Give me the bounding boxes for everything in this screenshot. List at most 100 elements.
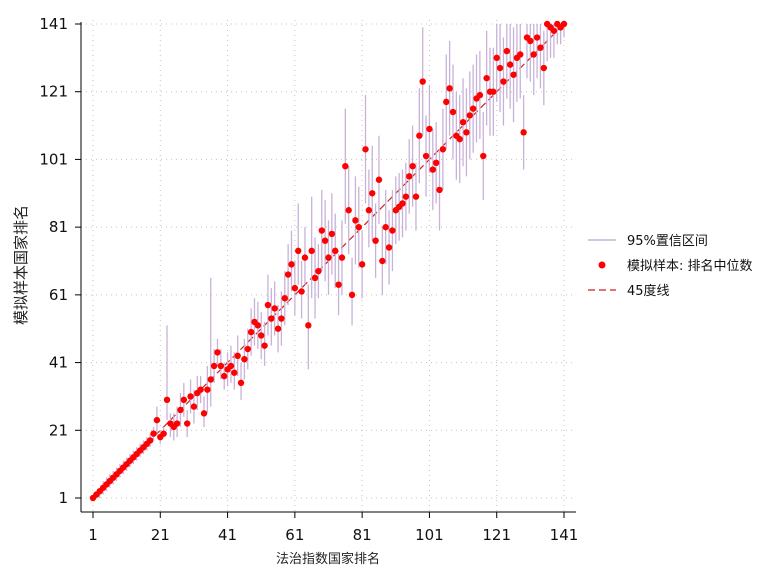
median-point (446, 85, 453, 92)
median-point (480, 152, 487, 160)
median-point (517, 51, 524, 58)
median-point (362, 146, 369, 153)
legend-45-line-label: 45度线 (627, 283, 670, 299)
median-point (506, 61, 514, 68)
median-point (214, 349, 221, 356)
median-point (261, 342, 268, 349)
median-point (365, 207, 373, 214)
median-point (325, 254, 332, 261)
y-axis-title: 模拟样本国家排名 (12, 205, 30, 325)
median-point (496, 64, 504, 72)
median-point (271, 305, 278, 312)
median-point (476, 91, 484, 99)
median-point (332, 247, 339, 255)
median-point (439, 146, 447, 153)
median-point (177, 406, 184, 414)
median-point (221, 372, 228, 380)
median-point (352, 217, 359, 224)
median-point (298, 288, 305, 295)
median-point (150, 430, 157, 437)
median-point (237, 379, 245, 387)
x-tick-layer: 1 21 41 61 81 101 121 141 (88, 512, 578, 544)
x-tick-label: 1 (88, 526, 98, 544)
legend: 95%置信区间 模拟样本: 排名中位数 45度线 (588, 234, 753, 299)
median-point (493, 54, 500, 62)
median-point (372, 237, 379, 244)
median-point (231, 369, 238, 376)
y-tick-label: 81 (49, 218, 68, 236)
median-point (342, 163, 349, 170)
median-point (146, 437, 154, 444)
median-point (385, 244, 393, 251)
y-tick-label: 101 (39, 150, 68, 168)
median-point (429, 166, 436, 173)
median-point (490, 88, 497, 95)
median-point (288, 261, 295, 268)
median-point (503, 47, 511, 55)
median-point (244, 345, 251, 353)
x-tick-label: 101 (415, 526, 444, 544)
median-point (426, 125, 433, 133)
x-tick-label: 61 (285, 526, 304, 544)
legend-point-swatch (598, 261, 606, 269)
median-point (422, 152, 430, 160)
median-point (180, 396, 188, 404)
median-point (311, 274, 319, 282)
x-tick-label: 81 (353, 526, 372, 544)
median-point-layer (89, 20, 568, 502)
y-tick-label: 141 (39, 15, 68, 33)
median-point (469, 105, 477, 112)
median-point (436, 186, 443, 194)
median-point (412, 193, 420, 200)
median-point (463, 129, 470, 136)
median-point (348, 291, 356, 299)
x-tick-label: 121 (482, 526, 511, 544)
median-point (456, 135, 463, 143)
median-point (540, 64, 548, 72)
median-point (328, 230, 336, 238)
median-point (184, 420, 191, 427)
median-point (217, 362, 225, 370)
y-tick-label: 61 (49, 286, 68, 304)
median-point (520, 129, 527, 136)
median-point (190, 403, 198, 410)
median-point (537, 44, 544, 51)
median-point (315, 267, 322, 275)
y-tick-label: 121 (39, 83, 68, 101)
median-point (278, 315, 285, 322)
median-point (338, 254, 346, 261)
median-point (295, 247, 302, 255)
median-point (247, 328, 255, 336)
confidence-interval-layer (95, 24, 565, 498)
median-point (382, 223, 389, 231)
median-point (530, 51, 537, 58)
median-point (291, 284, 299, 292)
x-tick-label: 41 (218, 526, 237, 544)
median-point (459, 118, 467, 126)
median-point (281, 295, 288, 302)
y-tick-label: 41 (49, 354, 68, 372)
x-axis-title: 法治指数国家排名 (276, 551, 380, 567)
x-tick-label: 141 (550, 526, 579, 544)
median-point (163, 396, 171, 404)
median-point (369, 190, 376, 197)
median-point (389, 227, 396, 234)
median-point (416, 132, 423, 139)
median-point (234, 352, 241, 359)
median-point (200, 410, 208, 417)
median-point (399, 200, 406, 207)
median-point (258, 332, 265, 339)
median-point (210, 362, 218, 370)
median-point (241, 355, 248, 363)
median-point (301, 254, 309, 261)
median-point (402, 193, 410, 200)
median-point (466, 112, 473, 119)
median-point (550, 27, 558, 34)
median-point (409, 163, 416, 170)
median-point (560, 20, 568, 28)
median-point (321, 237, 329, 244)
median-point (335, 281, 342, 288)
y-tick-label: 1 (58, 489, 68, 507)
